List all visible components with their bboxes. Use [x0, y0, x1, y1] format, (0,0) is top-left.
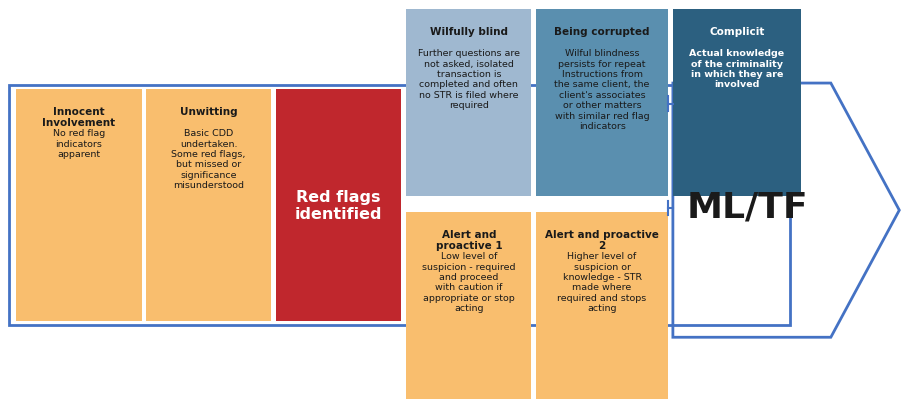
- Text: Actual knowledge
of the criminality
in which they are
involved: Actual knowledge of the criminality in w…: [689, 49, 784, 89]
- Text: Wilfully blind: Wilfully blind: [430, 27, 508, 36]
- Text: Further questions are
not asked, isolated
transaction is
completed and often
no : Further questions are not asked, isolate…: [418, 49, 519, 110]
- FancyBboxPatch shape: [406, 213, 531, 399]
- FancyBboxPatch shape: [276, 90, 401, 321]
- Text: Unwitting: Unwitting: [180, 106, 237, 116]
- FancyBboxPatch shape: [16, 90, 142, 321]
- Text: Higher level of
suspicion or
knowledge - STR
made where
required and stops
actin: Higher level of suspicion or knowledge -…: [558, 252, 646, 312]
- Text: Being corrupted: Being corrupted: [554, 27, 650, 36]
- FancyBboxPatch shape: [146, 90, 271, 321]
- Text: Basic CDD
undertaken.
Some red flags,
but missed or
significance
misunderstood: Basic CDD undertaken. Some red flags, bu…: [172, 129, 246, 190]
- Text: Complicit: Complicit: [709, 27, 764, 36]
- FancyBboxPatch shape: [536, 213, 668, 399]
- Text: Low level of
suspicion - required
and proceed
with caution if
appropriate or sto: Low level of suspicion - required and pr…: [422, 252, 516, 312]
- FancyBboxPatch shape: [673, 10, 801, 196]
- Text: Innocent
Involvement: Innocent Involvement: [42, 106, 116, 128]
- FancyBboxPatch shape: [406, 10, 531, 196]
- FancyBboxPatch shape: [536, 10, 668, 196]
- Text: Alert and proactive
2: Alert and proactive 2: [545, 229, 659, 251]
- Text: Wilful blindness
persists for repeat
Instructions from
the same client, the
clie: Wilful blindness persists for repeat Ins…: [554, 49, 650, 131]
- Text: Alert and
proactive 1: Alert and proactive 1: [436, 229, 502, 251]
- Text: No red flag
indicators
apparent: No red flag indicators apparent: [53, 129, 105, 159]
- Text: ML/TF: ML/TF: [687, 190, 808, 223]
- Polygon shape: [673, 84, 899, 337]
- Text: Red flags
identified: Red flags identified: [295, 189, 382, 222]
